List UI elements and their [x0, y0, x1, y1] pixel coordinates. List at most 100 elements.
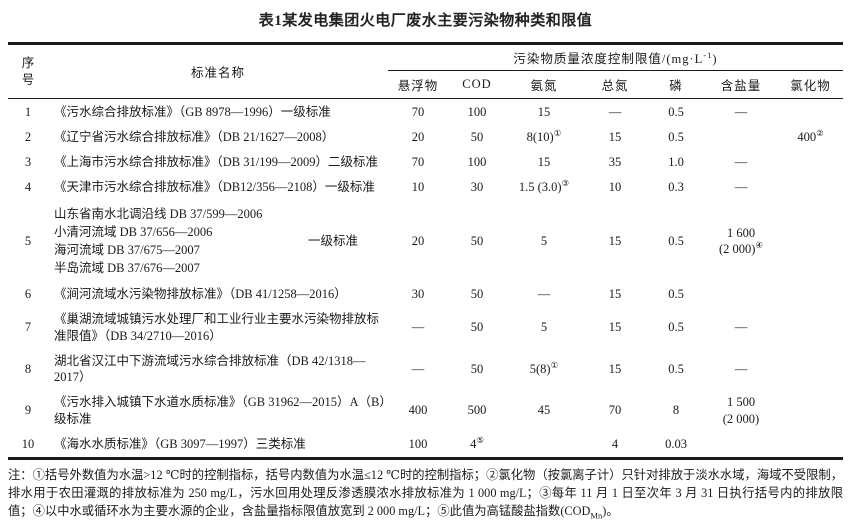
row-seq: 2	[8, 124, 48, 149]
limit-value-cell: 1 500(2 000)	[704, 390, 778, 432]
limit-value-cell: 0.5	[648, 99, 704, 125]
limit-value-cell: 50	[448, 307, 506, 349]
standard-name-line: 山东省南水北调沿线 DB 37/599—2006	[54, 205, 262, 223]
row-seq: 6	[8, 282, 48, 307]
row-seq: 5	[8, 200, 48, 282]
standard-name-line: 海河流域 DB 37/675—2007	[54, 241, 262, 259]
limit-value-cell: —	[582, 99, 648, 125]
table-title: 表1某发电集团火电厂废水主要污染物种类和限值	[8, 9, 843, 30]
limit-value-cell: 0.3	[648, 175, 704, 200]
pollutant-limits-table: 序号 标准名称 污染物质量浓度控制限值/(mg·L-1) 悬浮物 COD 氨氮 …	[8, 42, 843, 460]
standard-name-cell: 《污水综合排放标准》（GB 8978—1996）一级标准	[48, 99, 388, 125]
limit-value-cell: 30	[448, 175, 506, 200]
standard-name-cell: 《天津市污水综合排放标准》（DB12/356—2108）一级标准	[48, 175, 388, 200]
header-col-cod: COD	[448, 71, 506, 99]
limit-value-cell: 15	[582, 282, 648, 307]
limit-value-cell: 100	[448, 99, 506, 125]
limit-value-cell: —	[704, 150, 778, 175]
standard-name-cell: 《上海市污水综合排放标准》（DB 31/199—2009）二级标准	[48, 150, 388, 175]
footnote-marker: ①	[551, 360, 559, 370]
table-header: 序号 标准名称 污染物质量浓度控制限值/(mg·L-1) 悬浮物 COD 氨氮 …	[8, 44, 843, 99]
row-seq: 4	[8, 175, 48, 200]
limit-value-cell: 5(8)①	[506, 348, 582, 390]
notes: 注：①括号外数值为水温>12 ℃时的控制指标，括号内数值为水温≤12 ℃时的控制…	[8, 466, 843, 520]
limit-value-cell: —	[704, 99, 778, 125]
notes-tail: )。	[602, 504, 618, 518]
limit-value-cell: 1.5 (3.0)③	[506, 175, 582, 200]
limit-value-cell: 400②	[778, 124, 843, 149]
row-seq: 9	[8, 390, 48, 432]
limit-value-cell	[778, 99, 843, 125]
footnote-marker: ②	[816, 128, 824, 138]
limit-value-cell: 5	[506, 200, 582, 282]
header-col-phosphorus: 磷	[648, 71, 704, 99]
limit-value-cell: 500	[448, 390, 506, 432]
header-standard-name: 标准名称	[48, 44, 388, 99]
limit-value-cell	[778, 390, 843, 432]
footnote-marker: ①	[554, 128, 562, 138]
limit-value-cell	[704, 124, 778, 149]
limit-value-cell: 1 600(2 000)④	[704, 200, 778, 282]
limit-value-cell: 50	[448, 282, 506, 307]
limit-value-cell: —	[704, 307, 778, 349]
limit-value-cell: 0.5	[648, 124, 704, 149]
header-col-chloride: 氯化物	[778, 71, 843, 99]
limit-value-cell	[778, 431, 843, 458]
header-seq-label: 序号	[21, 55, 35, 89]
limit-value-cell: 15	[506, 99, 582, 125]
limit-value-cell: 70	[388, 150, 448, 175]
grade-label: 一级标准	[308, 233, 358, 249]
standard-name-line: 半岛流域 DB 37/676—2007	[54, 259, 262, 277]
header-seq: 序号	[8, 44, 48, 99]
limit-value-cell: 20	[388, 124, 448, 149]
footnote-marker: ⑤	[476, 435, 484, 445]
standard-name-cell: 《海水水质标准》（GB 3097—1997）三类标准	[48, 431, 388, 458]
header-pollutant-limits: 污染物质量浓度控制限值/(mg·L-1)	[388, 44, 843, 71]
limit-value-cell	[778, 150, 843, 175]
limit-value-cell: 5	[506, 307, 582, 349]
limit-value-cell: 10	[582, 175, 648, 200]
limit-value-cell: 8(10)①	[506, 124, 582, 149]
limit-value-cell: 4	[582, 431, 648, 458]
limit-value-cell: 15	[582, 200, 648, 282]
limit-value-cell: 30	[388, 282, 448, 307]
limit-value-cell: —	[506, 282, 582, 307]
limit-value-cell: 10	[388, 175, 448, 200]
row-seq: 3	[8, 150, 48, 175]
notes-text: 注：①括号外数值为水温>12 ℃时的控制指标，括号内数值为水温≤12 ℃时的控制…	[8, 468, 843, 518]
limit-value-cell: 0.5	[648, 282, 704, 307]
limit-value-cell	[506, 431, 582, 458]
limit-value-cell: 15	[582, 124, 648, 149]
limit-value-cell: 0.5	[648, 348, 704, 390]
table-row: 7《巢湖流域城镇污水处理厂和工业行业主要水污染物排放标准限值》（DB 34/27…	[8, 307, 843, 349]
header-col-salt-content: 含盐量	[704, 71, 778, 99]
limit-value-cell: 50	[448, 200, 506, 282]
limit-value-cell: —	[388, 348, 448, 390]
limit-value-cell	[778, 348, 843, 390]
cod-mn-subscript: Mn	[590, 510, 602, 520]
limit-value-cell: 0.03	[648, 431, 704, 458]
header-row-top: 序号 标准名称 污染物质量浓度控制限值/(mg·L-1)	[8, 44, 843, 71]
standard-name-line: 小清河流域 DB 37/656—2006	[54, 223, 262, 241]
limit-value-cell: 50	[448, 124, 506, 149]
header-units-close: )	[712, 52, 717, 66]
header-col-ammonia-nitrogen: 氨氮	[506, 71, 582, 99]
limit-value-cell: —	[388, 307, 448, 349]
limit-value-cell: 50	[448, 348, 506, 390]
header-col-total-nitrogen: 总氮	[582, 71, 648, 99]
standard-name-cell: 《巢湖流域城镇污水处理厂和工业行业主要水污染物排放标准限值》（DB 34/271…	[48, 307, 388, 349]
limit-value-cell	[778, 307, 843, 349]
standard-name-cell: 《辽宁省污水综合排放标准》（DB 21/1627—2008）	[48, 124, 388, 149]
